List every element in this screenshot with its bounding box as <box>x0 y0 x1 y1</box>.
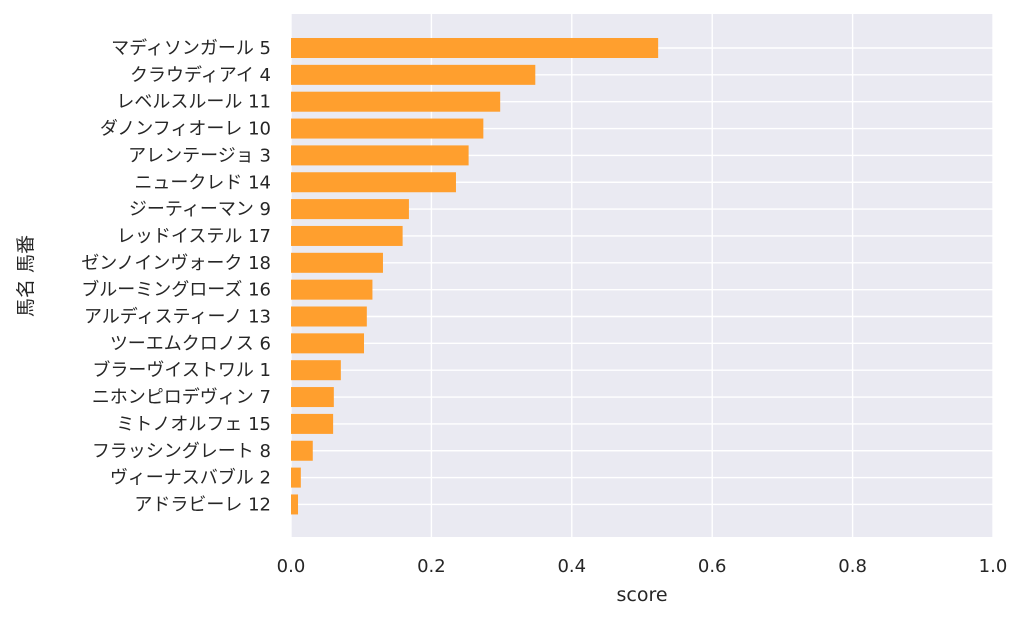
y-tick-label: ジーティーマン 9 <box>129 199 271 220</box>
y-tick-label: ニュークレド 14 <box>134 172 271 193</box>
y-axis-title: 馬名 馬番 <box>15 235 37 317</box>
y-tick-label: ブルーミングローズ 16 <box>81 279 271 301</box>
y-tick-label: ツーエムクロノス 6 <box>110 333 271 354</box>
y-tick-label: ヴィーナスバブル 2 <box>110 467 271 489</box>
y-tick-label: アレンテージョ 3 <box>128 145 271 166</box>
y-tick-label: フラッシングレート 8 <box>92 441 271 462</box>
y-tick-label: ミトノオルフェ 15 <box>116 414 271 435</box>
bars <box>291 38 659 515</box>
x-axis-title: score <box>616 584 667 606</box>
bar <box>291 360 341 381</box>
y-tick-label: クラウディアイ 4 <box>130 65 271 86</box>
bar <box>291 467 301 488</box>
bar <box>291 38 659 58</box>
x-tick-labels: 0.0 0.2 0.4 0.6 0.8 1.0 <box>277 556 1008 577</box>
y-tick-label: ニホンピロデヴィン 7 <box>92 387 271 408</box>
y-tick-label: アドラビーレ 12 <box>134 494 271 515</box>
bar <box>291 91 501 112</box>
x-tick-label: 0.6 <box>698 556 727 577</box>
bar <box>291 413 334 434</box>
bar <box>291 118 484 139</box>
y-tick-label: レベルスルール 11 <box>116 92 271 113</box>
y-tick-label: アルディスティーノ 13 <box>84 307 271 328</box>
bar <box>291 172 456 193</box>
y-tick-label: ゼンノインヴォーク 18 <box>81 253 271 274</box>
bar <box>291 306 367 327</box>
bar <box>291 440 313 461</box>
x-tick-label: 0.2 <box>417 556 446 577</box>
bar <box>291 279 373 300</box>
bar <box>291 199 409 220</box>
y-tick-label: ブラーヴイストワル 1 <box>92 359 271 381</box>
bar <box>291 252 383 273</box>
bar <box>291 333 365 354</box>
y-tick-label: レッドイステル 17 <box>117 226 271 247</box>
bar <box>291 387 334 408</box>
y-tick-label: ダノンフィオーレ 10 <box>100 119 271 140</box>
x-tick-label: 0.0 <box>277 556 306 577</box>
bar <box>291 225 403 246</box>
bar <box>291 64 536 85</box>
y-tick-label: マディソンガール 5 <box>111 38 271 59</box>
x-tick-label: 0.8 <box>838 556 867 577</box>
bar <box>291 494 299 515</box>
bar <box>291 145 469 166</box>
y-tick-labels: マディソンガール 5 クラウディアイ 4 レベルスルール 11 ダノンフィオーレ 10… <box>81 38 271 515</box>
x-tick-label: 1.0 <box>979 556 1008 577</box>
x-tick-label: 0.4 <box>557 556 586 577</box>
